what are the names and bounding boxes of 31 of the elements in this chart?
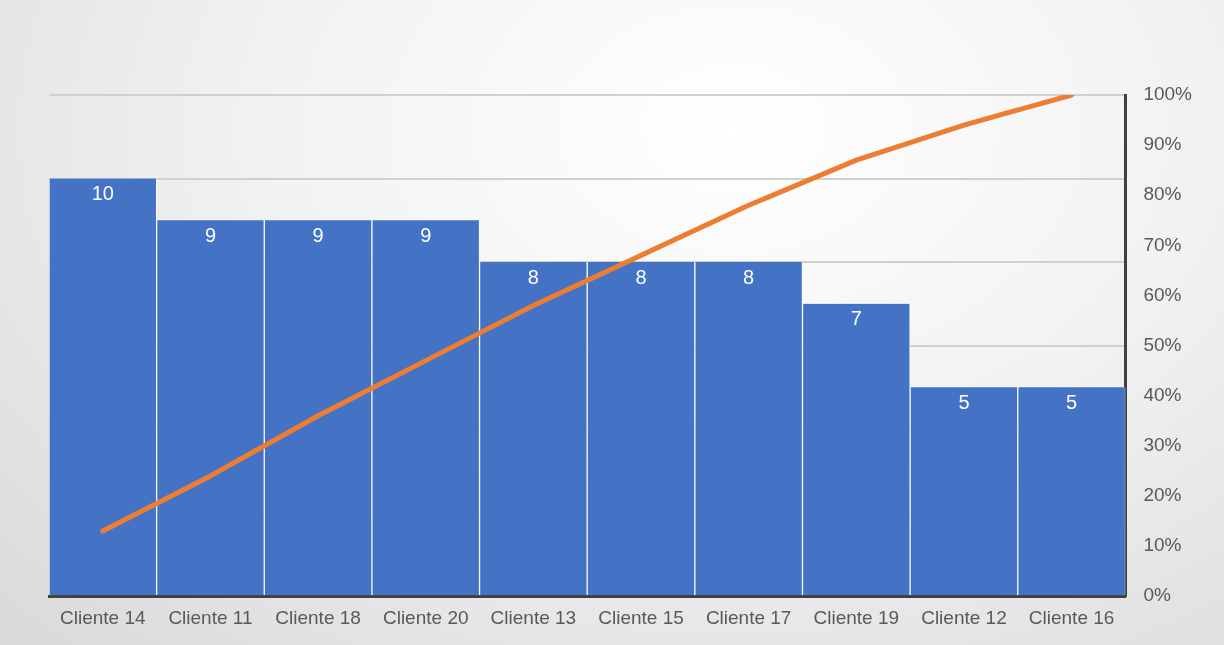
data-label: 5 [958,390,970,413]
data-label: 10 [91,182,114,205]
data-label: 8 [527,265,539,288]
y2-tick-label: 30% [1143,434,1182,456]
data-label: 8 [635,265,647,288]
x-tick-label: Cliente 11 [168,606,253,628]
y2-tick-label: 40% [1143,383,1182,405]
data-label: 9 [204,223,217,246]
x-tick-label: Cliente 19 [813,606,900,628]
x-tick-label: Cliente 18 [275,606,361,628]
x-tick-label: Cliente 16 [1028,606,1115,628]
data-label: 7 [850,307,862,330]
x-tick-label: Cliente 12 [921,606,1007,628]
y2-tick-label: 0% [1143,584,1171,606]
y2-tick-label: 80% [1143,183,1182,205]
data-label: 9 [420,223,432,246]
y2-tick-label: 50% [1143,333,1182,355]
x-tick-label: Cliente 20 [382,606,469,628]
y2-tick-label: 70% [1143,233,1182,255]
y2-tick-label: 100% [1143,83,1193,105]
data-label: 8 [743,265,755,288]
y2-tick-label: 90% [1143,133,1182,155]
data-label: 9 [312,223,324,246]
y2-tick-label: 10% [1143,534,1182,556]
x-tick-label: Cliente 13 [490,606,577,628]
x-tick-label: Cliente 15 [598,606,684,628]
data-label: 5 [1066,390,1078,413]
x-tick-label: Cliente 17 [705,606,792,628]
y2-tick-label: 20% [1143,484,1182,506]
y2-tick-label: 60% [1143,283,1182,305]
x-tick-label: Cliente 14 [60,606,147,628]
